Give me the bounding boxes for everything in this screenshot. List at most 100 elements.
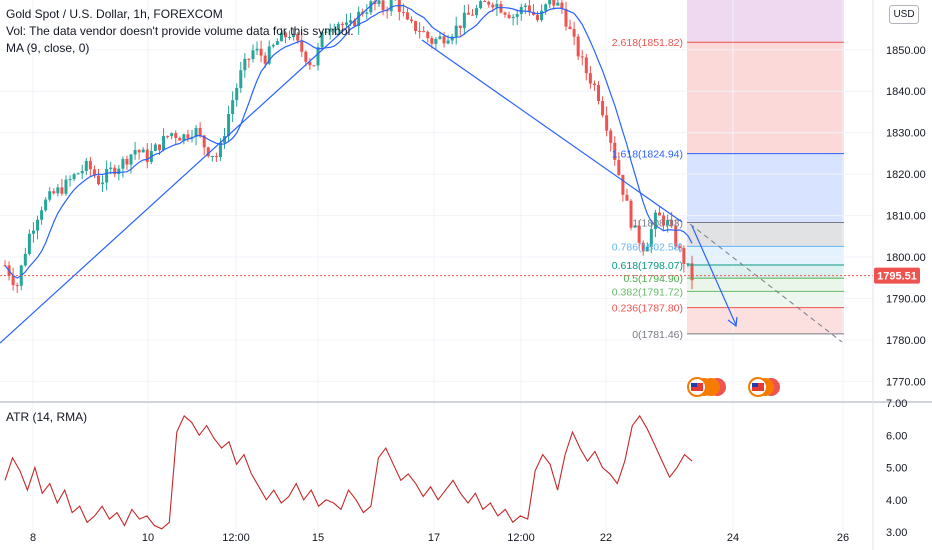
candle-body: [653, 212, 657, 230]
candle-body: [182, 134, 186, 141]
candle-body: [31, 230, 35, 234]
candle-body: [678, 246, 682, 249]
fib-level-label: 1.618(1824.94): [612, 149, 683, 161]
candle-body: [633, 225, 637, 228]
candle-body: [560, 2, 564, 9]
candle-body: [629, 200, 633, 228]
candle-body: [300, 40, 304, 52]
trend-line-up[interactable]: [0, 0, 378, 344]
atr-y-tick-label: 7.00: [886, 398, 907, 410]
candle-body: [80, 170, 84, 174]
candle-body: [275, 41, 279, 45]
candle-body: [267, 46, 271, 64]
candle-body: [125, 158, 129, 165]
us-flag-icon[interactable]: [687, 377, 726, 397]
candle-body: [580, 56, 584, 58]
candle-body: [503, 12, 507, 15]
us-flag-icon[interactable]: [748, 377, 780, 397]
fib-level-label: 0.236(1787.80): [612, 303, 683, 315]
candle-body: [422, 31, 426, 33]
candle-body: [231, 100, 235, 114]
candle-body: [72, 174, 76, 180]
candle-body: [56, 187, 60, 194]
x-tick-label: 26: [837, 532, 849, 544]
candle-body: [507, 14, 511, 19]
candle-body: [44, 199, 48, 211]
axes[interactable]: 1850.00 1840.00 1830.00 1820.00 1810.00 1800.…: [30, 45, 926, 544]
fib-level-label: 0.382(1791.72): [612, 286, 683, 298]
candle-body: [92, 169, 96, 176]
candle-body: [637, 225, 641, 243]
candle-body: [113, 167, 117, 175]
candle-body: [332, 28, 336, 31]
candle-body: [210, 156, 214, 158]
candle-body: [48, 191, 52, 200]
candle-body: [666, 219, 670, 226]
candle-body: [438, 36, 442, 39]
candle-body: [564, 8, 568, 27]
symbol-title[interactable]: Gold Spot / U.S. Dollar, 1h, FOREXCOM: [6, 7, 223, 21]
candle-body: [218, 142, 222, 158]
candle-body: [36, 219, 40, 231]
candle-body: [141, 149, 145, 153]
candle-body: [369, 1, 373, 13]
candle-body: [279, 32, 283, 42]
candle-body: [27, 233, 31, 254]
candle-body: [117, 168, 121, 175]
ma-legend[interactable]: MA (9, close, 0): [6, 41, 90, 55]
candle-body: [466, 12, 470, 15]
candle-body: [137, 150, 141, 153]
trend-line-down[interactable]: [421, 39, 683, 223]
candle-body: [68, 179, 72, 181]
candle-body: [686, 263, 690, 265]
atr-line: [4, 414, 693, 530]
candle-body: [511, 16, 515, 19]
candle-body: [662, 215, 666, 226]
fib-zone: [687, 278, 844, 292]
candle-body: [357, 11, 361, 26]
candle-body: [162, 135, 166, 151]
last-price-badge: 1795.51: [874, 267, 920, 284]
candle-body: [548, 0, 552, 5]
economic-events[interactable]: [687, 377, 780, 397]
candle-body: [283, 32, 287, 38]
candle-body: [344, 22, 348, 25]
candle-body: [129, 154, 133, 165]
currency-button[interactable]: USD: [889, 5, 919, 24]
x-tick-label: 12:00: [507, 532, 535, 544]
candle-body: [353, 20, 357, 26]
candle-body: [576, 36, 580, 57]
candle-body: [88, 160, 92, 170]
candle-body: [690, 263, 694, 281]
candle-body: [178, 137, 182, 141]
y-tick-label: 1800.00: [886, 252, 926, 264]
x-tick-label: 24: [727, 532, 739, 544]
candle-body: [621, 174, 625, 195]
candle-body: [418, 31, 422, 33]
y-tick-label: 1790.00: [886, 294, 926, 306]
candle-body: [405, 12, 409, 20]
atr-pane[interactable]: [4, 414, 693, 530]
candle-body: [336, 23, 340, 29]
candle-body: [462, 12, 466, 28]
candle-body: [389, 0, 393, 12]
candle-body: [605, 115, 609, 131]
y-tick-label: 1770.00: [886, 376, 926, 388]
candle-body: [584, 57, 588, 74]
candle-body: [617, 159, 621, 175]
candles: [3, 0, 694, 293]
candle-body: [515, 14, 519, 17]
atr-legend[interactable]: ATR (14, RMA): [6, 410, 88, 424]
atr-y-tick-label: 6.00: [886, 430, 907, 442]
candle-body: [527, 5, 531, 12]
atr-y-tick-label: 4.00: [886, 495, 907, 507]
candle-body: [255, 48, 259, 51]
candle-body: [649, 229, 653, 247]
candle-body: [470, 14, 474, 16]
candle-body: [682, 248, 686, 265]
candle-body: [11, 275, 15, 286]
candle-body: [64, 179, 68, 194]
fibonacci-zones: [687, 0, 844, 334]
candle-body: [40, 210, 44, 220]
